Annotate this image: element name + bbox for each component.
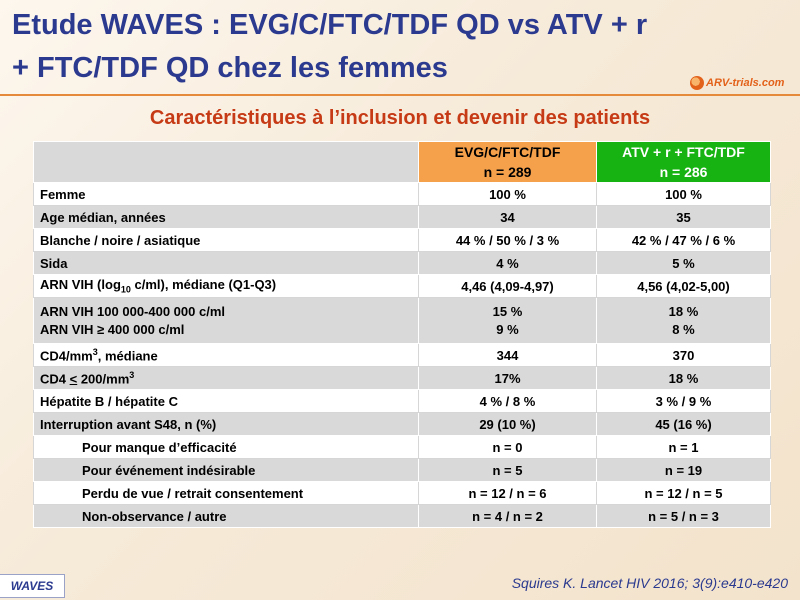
title-divider: [0, 94, 800, 96]
row-label: ARN VIH (log10 c/ml), médiane (Q1-Q3): [33, 274, 419, 298]
row-label-superscript: 3: [129, 369, 135, 380]
table-row: ARN VIH (log10 c/ml), médiane (Q1-Q3) 4,…: [33, 274, 771, 298]
arm-2-value: 18 % 8 %: [596, 297, 771, 344]
arm-1-value: 29 (10 %): [418, 412, 597, 436]
row-label: CD4 < 200/mm3: [33, 366, 419, 390]
table-row: Sida 4 % 5 %: [33, 251, 771, 275]
study-tag: WAVES: [0, 574, 65, 598]
arm-2-value: 18 %: [596, 366, 771, 390]
arm-2-value: 4,56 (4,02-5,00): [596, 274, 771, 298]
arm-1-value: 4 %: [418, 251, 597, 275]
arm-1-value: n = 0: [418, 435, 597, 459]
slide-subtitle: Caractéristiques à l’inclusion et deveni…: [149, 107, 651, 129]
arm-2-value: 100 %: [596, 182, 771, 206]
row-label: Femme: [33, 182, 419, 206]
header-blank-cell: [33, 141, 419, 183]
row-label-text: , médiane: [97, 348, 158, 364]
arm-2-name: ATV + r + FTC/TDF: [622, 144, 745, 160]
row-label: Perdu de vue / retrait consentement: [33, 481, 419, 505]
arm-1-n: n = 289: [483, 164, 532, 180]
arm-1-value: n = 4 / n = 2: [418, 504, 597, 528]
arm-1-value: 100 %: [418, 182, 597, 206]
arm-1-value: n = 5: [418, 458, 597, 482]
row-label: ARN VIH 100 000-400 000 c/ml ARN VIH ≥ 4…: [33, 297, 419, 344]
arm-1-value: 34: [418, 205, 597, 229]
arm-1-value: n = 12 / n = 6: [418, 481, 597, 505]
row-label-underlined: <: [69, 371, 78, 387]
table-row: Pour événement indésirable n = 5 n = 19: [33, 458, 771, 482]
table-row: CD4 < 200/mm3 17% 18 %: [33, 366, 771, 390]
arm-2-value: n = 12 / n = 5: [596, 481, 771, 505]
row-label: Hépatite B / hépatite C: [33, 389, 419, 413]
table-header-row: EVG/C/FTC/TDF n = 289 ATV + r + FTC/TDF …: [33, 141, 771, 183]
arm-2-value-line-2: 8 %: [672, 321, 695, 337]
table-row: Non-observance / autre n = 4 / n = 2 n =…: [33, 504, 771, 528]
arm-1-value-line-2: 9 %: [496, 321, 519, 337]
title-band: Etude WAVES : EVG/C/FTC/TDF QD vs ATV + …: [0, 0, 800, 96]
arv-trials-logo: ARV-trials.com: [690, 76, 784, 90]
table-row: Perdu de vue / retrait consentement n = …: [33, 481, 771, 505]
row-label-text: CD4: [40, 371, 70, 387]
row-label: Age médian, années: [33, 205, 419, 229]
row-label-text: c/ml), médiane (Q1-Q3): [130, 277, 277, 293]
row-label-text: ARN VIH (log: [40, 277, 121, 293]
row-label: Blanche / noire / asiatique: [33, 228, 419, 252]
table-row: Femme 100 % 100 %: [33, 182, 771, 206]
study-tag-label: WAVES: [10, 579, 54, 593]
arm-2-value: n = 1: [596, 435, 771, 459]
characteristics-table: EVG/C/FTC/TDF n = 289 ATV + r + FTC/TDF …: [33, 141, 771, 528]
row-label: Sida: [33, 251, 419, 275]
arm-1-value: 4,46 (4,09-4,97): [418, 274, 597, 298]
row-label: Pour événement indésirable: [33, 458, 419, 482]
arm-2-n: n = 286: [659, 164, 708, 180]
title-line-1: Etude WAVES : EVG/C/FTC/TDF QD vs ATV + …: [12, 9, 648, 41]
arm-2-value: 5 %: [596, 251, 771, 275]
arm-2-value: 3 % / 9 %: [596, 389, 771, 413]
row-label-line-2: ARN VIH ≥ 400 000 c/ml: [40, 321, 185, 337]
row-label-subscript: 10: [120, 284, 131, 295]
slide-title: Etude WAVES : EVG/C/FTC/TDF QD vs ATV + …: [12, 4, 712, 90]
title-line-2: + FTC/TDF QD chez les femmes: [12, 52, 448, 84]
table-row: ARN VIH 100 000-400 000 c/ml ARN VIH ≥ 4…: [33, 297, 771, 344]
table-row: Age médian, années 34 35: [33, 205, 771, 229]
arm-2-value: n = 19: [596, 458, 771, 482]
row-label: Interruption avant S48, n (%): [33, 412, 419, 436]
row-label-line-1: ARN VIH 100 000-400 000 c/ml: [40, 303, 225, 319]
arm-1-value-line-1: 15 %: [492, 303, 523, 319]
row-label-text: CD4/mm: [40, 348, 93, 364]
row-label-superscript: 3: [92, 346, 98, 357]
logo-mark-icon: [690, 76, 704, 90]
table-row: Interruption avant S48, n (%) 29 (10 %) …: [33, 412, 771, 436]
arm-2-value: n = 5 / n = 3: [596, 504, 771, 528]
header-arm-2: ATV + r + FTC/TDF n = 286: [596, 141, 771, 183]
table-row: Pour manque d’efficacité n = 0 n = 1: [33, 435, 771, 459]
header-arm-1: EVG/C/FTC/TDF n = 289: [418, 141, 597, 183]
arm-1-name: EVG/C/FTC/TDF: [454, 144, 561, 160]
arm-2-value: 370: [596, 343, 771, 367]
table-row: Hépatite B / hépatite C 4 % / 8 % 3 % / …: [33, 389, 771, 413]
arm-2-value: 35: [596, 205, 771, 229]
arm-1-value: 17%: [418, 366, 597, 390]
arm-2-value: 45 (16 %): [596, 412, 771, 436]
arm-2-value-line-1: 18 %: [668, 303, 699, 319]
table-row: Blanche / noire / asiatique 44 % / 50 % …: [33, 228, 771, 252]
citation: Squires K. Lancet HIV 2016; 3(9):e410-e4…: [511, 575, 788, 591]
arm-2-value: 42 % / 47 % / 6 %: [596, 228, 771, 252]
arm-1-value: 344: [418, 343, 597, 367]
row-label: Pour manque d’efficacité: [33, 435, 419, 459]
arm-1-value: 15 % 9 %: [418, 297, 597, 344]
row-label-text: 200/mm: [77, 371, 130, 387]
row-label: Non-observance / autre: [33, 504, 419, 528]
logo-text: ARV-trials.com: [706, 77, 785, 89]
arm-1-value: 44 % / 50 % / 3 %: [418, 228, 597, 252]
row-label: CD4/mm3, médiane: [33, 343, 419, 367]
arm-1-value: 4 % / 8 %: [418, 389, 597, 413]
table-row: CD4/mm3, médiane 344 370: [33, 343, 771, 367]
